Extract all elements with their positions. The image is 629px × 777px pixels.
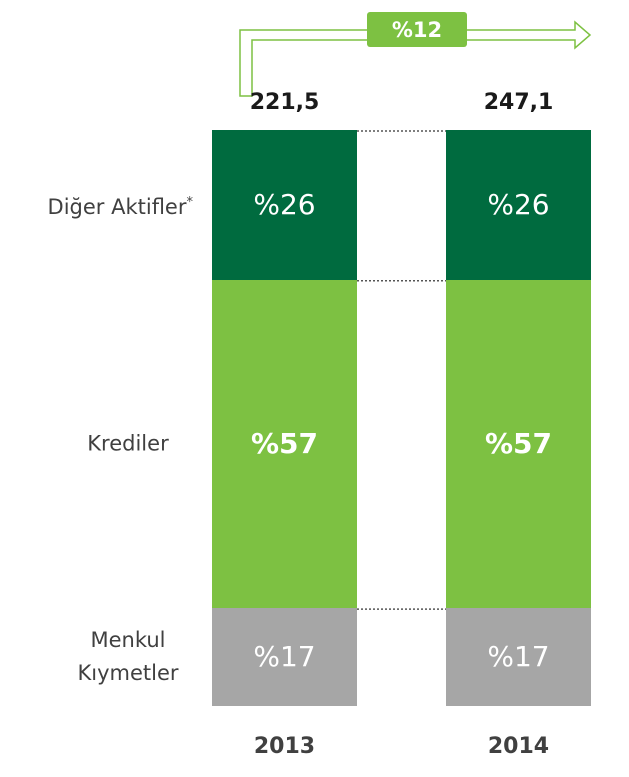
value-label: %26 <box>253 187 316 221</box>
value-label: %57 <box>250 426 319 460</box>
series-label: Menkul Kıymetler <box>77 628 179 686</box>
bar-segment <box>212 279 357 609</box>
series-label: Diğer Aktifler* <box>47 194 194 219</box>
growth-badge <box>367 12 467 47</box>
x-tick-label: 2014 <box>487 734 550 759</box>
value-label: %26 <box>487 187 550 221</box>
total-label: 247,1 <box>483 90 554 115</box>
bar-segment <box>446 279 591 609</box>
bar-segment <box>446 608 591 706</box>
value-label: %17 <box>487 640 550 674</box>
total-label: 221,5 <box>249 90 320 115</box>
growth-label: %12 <box>392 18 442 42</box>
series-label: Krediler <box>87 431 169 456</box>
bar-segment <box>446 130 591 280</box>
x-tick-label: 2013 <box>253 734 316 759</box>
footnote-mark: * <box>186 194 194 210</box>
value-label: %57 <box>484 426 553 460</box>
bar-segment <box>212 608 357 706</box>
bar-segment <box>212 130 357 280</box>
value-label: %17 <box>253 640 316 674</box>
